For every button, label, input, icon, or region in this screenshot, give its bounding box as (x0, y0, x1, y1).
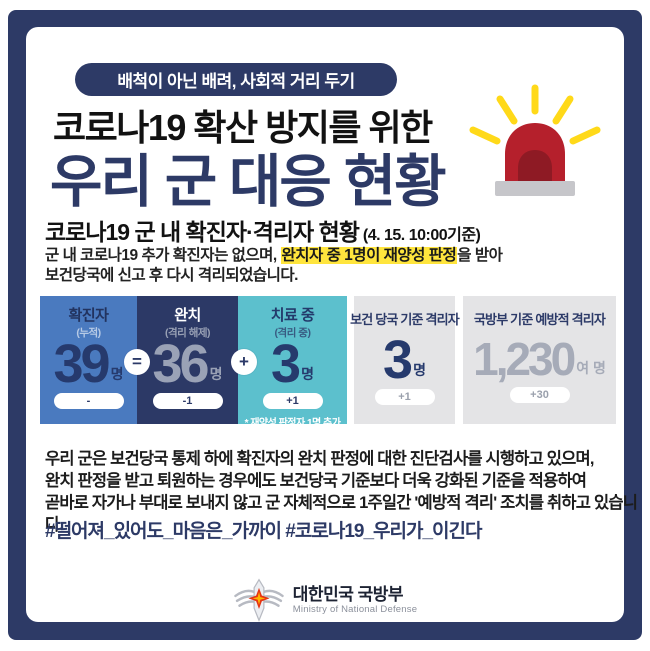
mnd-emblem-icon (234, 578, 284, 622)
stat-delta-badge: +1 (262, 393, 323, 409)
status-asof: (4. 15. 10:00기준) (362, 227, 481, 244)
org-name-en: Ministry of National Defense (292, 604, 418, 615)
hashtags: #떨어져_있어도_마음은_가까이 #코로나19_우리가_이긴다 (45, 521, 482, 542)
status-desc-highlight: 완치자 중 1명이 재양성 판정 (280, 247, 458, 264)
stat-card-confirmed: 확진자 (누적) 39 명 - (40, 296, 137, 424)
status-heading: 코로나19 군 내 확진자·격리자 현황 (4. 15. 10:00기준) (45, 213, 481, 247)
status-heading-text: 코로나19 군 내 확진자·격리자 현황 (45, 219, 360, 245)
equals-icon: = (124, 349, 150, 375)
paragraph-line3: 곧바로 자가나 부대로 보내지 않고 군 자체적으로 1주일간 '예방적 격리'… (45, 494, 638, 534)
poster-title-line2: 우리 군 대응 현황 (50, 150, 447, 214)
paragraph-line2: 완치 판정을 받고 퇴원하는 경우에도 보건당국 기준보다 더욱 강화된 기준을… (45, 472, 587, 490)
stat-subtitle: (격리 중) (274, 327, 311, 339)
status-desc-line2: 보건당국에 신고 후 다시 격리되었습니다. (45, 267, 298, 284)
main-paragraph: 우리 군은 보건당국 통제 하에 확진자의 완치 판정에 대한 진단검사를 시행… (45, 448, 650, 536)
stat-title: 확진자 (68, 307, 109, 324)
stat-value: 39 (53, 334, 111, 394)
stat-subtitle: (누적) (76, 327, 101, 339)
stat-value: 36 (152, 334, 210, 394)
stat-card-health-authority-quarantine: 보건 당국 기준 격리자 3 명 +1 (350, 296, 460, 424)
siren-icon (469, 84, 601, 196)
status-description: 군 내 코로나19 추가 확진자는 없으며, 완치자 중 1명이 재양성 판정을… (45, 246, 503, 286)
status-desc-pre: 군 내 코로나19 추가 확진자는 없으며, (45, 247, 281, 264)
status-desc-post: 을 받아 (457, 247, 503, 264)
stat-subtitle: (격리 해제) (164, 327, 211, 339)
stat-card-mnd-preventive-quarantine: 국방부 기준 예방적 격리자 1,230 여 명 +30 (463, 296, 616, 424)
stat-footnote: * 재양성 판정자 1명 추가 (244, 418, 341, 429)
stat-unit: 명 (110, 366, 124, 382)
stat-value: 3 (271, 334, 301, 394)
stat-unit: 명 (301, 366, 314, 382)
stat-unit: 명 (413, 362, 426, 378)
org-name-ko: 대한민국 국방부 (292, 585, 404, 604)
paragraph-line1: 우리 군은 보건당국 통제 하에 확진자의 완치 판정에 대한 진단검사를 시행… (45, 450, 595, 468)
stat-delta-badge: +30 (509, 387, 570, 403)
stat-value: 1,230 (473, 333, 576, 385)
stat-delta-badge: - (53, 393, 124, 409)
stat-card-recovered: 완치 (격리 해제) 36 명 -1 (137, 296, 238, 424)
stat-title: 치료 중 (270, 307, 315, 324)
stat-unit: 명 (209, 366, 223, 382)
stat-title: 완치 (174, 307, 201, 324)
slogan-banner: 배척이 아닌 배려, 사회적 거리 두기 (75, 63, 397, 96)
slogan-text: 배척이 아닌 배려, 사회적 거리 두기 (117, 72, 355, 91)
stat-title: 보건 당국 기준 격리자 (350, 312, 460, 327)
stat-title: 국방부 기준 예방적 격리자 (473, 312, 606, 327)
stat-delta-badge: -1 (152, 393, 223, 409)
footer-org: 대한민국 국방부 Ministry of National Defense (293, 585, 417, 615)
plus-icon: + (231, 349, 257, 375)
stat-delta-badge: +1 (374, 389, 435, 405)
poster-title-line1: 코로나19 확산 방지를 위한 (53, 107, 433, 148)
stat-value: 3 (383, 330, 413, 390)
stat-unit: 여 명 (576, 360, 606, 376)
footer: 대한민국 국방부 Ministry of National Defense (0, 578, 650, 622)
